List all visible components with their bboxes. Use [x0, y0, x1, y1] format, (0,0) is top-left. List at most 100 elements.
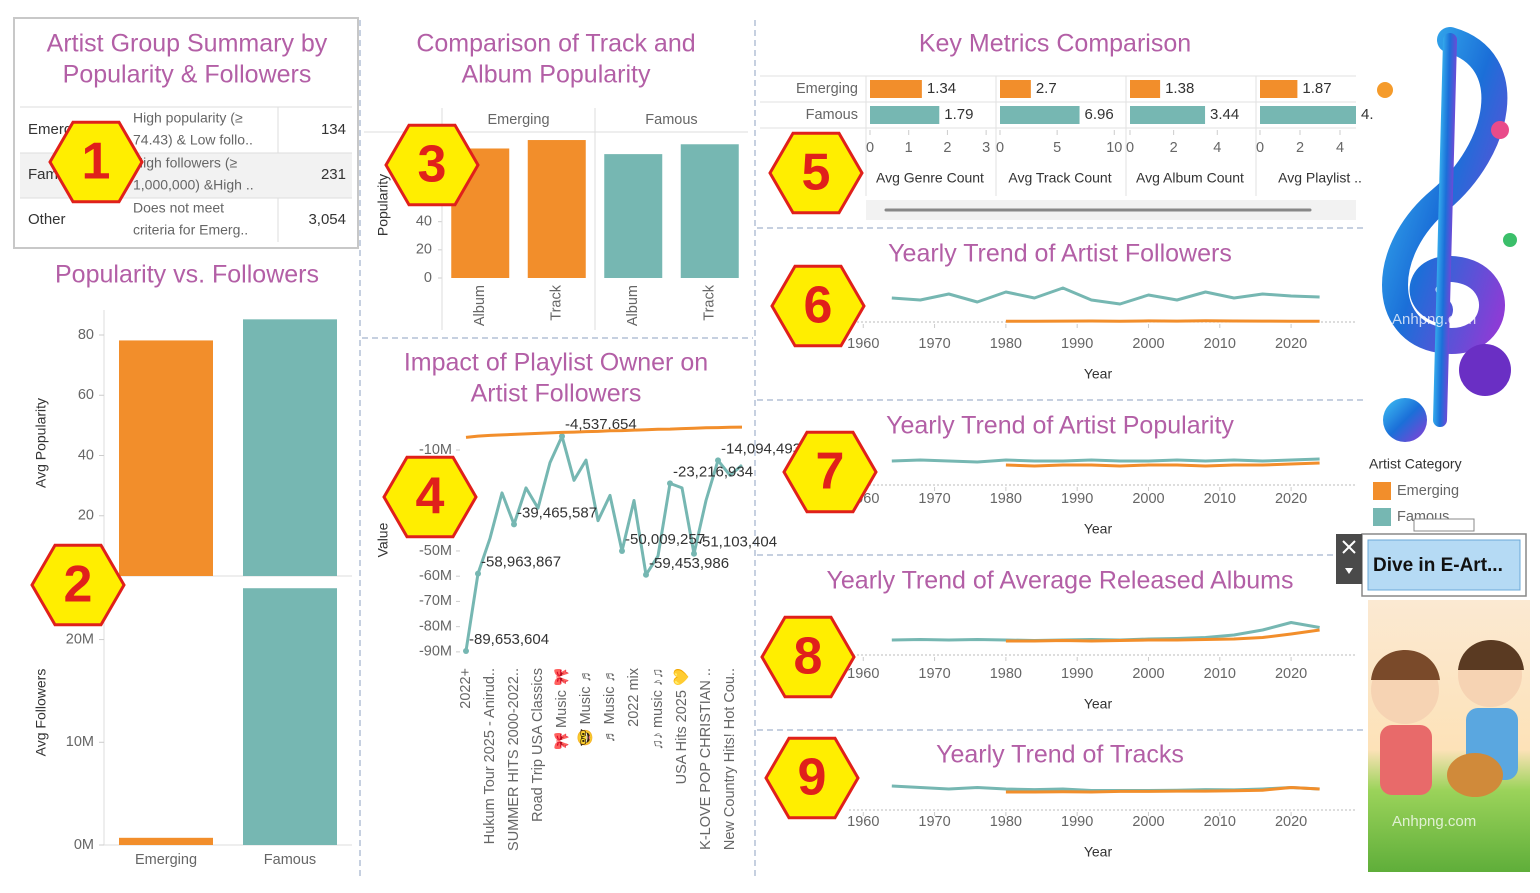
menu-icon[interactable] — [1345, 568, 1353, 574]
x-tick-label: 1970 — [918, 814, 950, 830]
line — [891, 457, 1320, 464]
x-tick-label: 2000 — [1132, 336, 1164, 352]
x-tick-label: 1990 — [1061, 491, 1093, 507]
y-axis-label: Value — [375, 522, 391, 557]
point — [463, 648, 469, 655]
chart-title: Artist Followers — [471, 380, 642, 408]
panel-title: Popularity & Followers — [63, 61, 312, 89]
line — [891, 286, 1320, 306]
kids-image — [1368, 600, 1530, 872]
x-tick-label: 1990 — [1061, 814, 1093, 830]
criteria: Does not meet — [133, 200, 224, 216]
bar — [119, 837, 213, 845]
callout-number: 1 — [82, 133, 111, 191]
y-axis-label: Avg Popularity — [33, 398, 49, 488]
chart-title: Yearly Trend of Artist Popularity — [886, 412, 1234, 440]
chart-title: Yearly Trend of Average Released Albums — [827, 567, 1294, 595]
data-label: 1.38 — [1165, 80, 1194, 97]
close-tab[interactable] — [1336, 534, 1362, 584]
y-tick-label: -80M — [419, 618, 452, 634]
x-tick-label: 1960 — [847, 666, 879, 682]
x-tick-label: 1990 — [1061, 666, 1093, 682]
x-tick-label: 2020 — [1275, 491, 1307, 507]
bar — [1000, 80, 1031, 98]
facet-header: Emerging — [487, 112, 549, 128]
dividers — [359, 20, 1364, 880]
x-tick-label: 2010 — [1204, 666, 1236, 682]
x-tick-label: 0 — [996, 140, 1004, 156]
chart-title: Yearly Trend of Artist Followers — [888, 240, 1232, 268]
point — [643, 571, 649, 578]
x-tick-label: 2022+ — [458, 668, 474, 709]
data-label: -89,653,604 — [469, 631, 549, 648]
x-tick-label: 2000 — [1132, 491, 1164, 507]
x-tick-label: 1980 — [990, 666, 1022, 682]
x-tick-label: New Country Hits! Hot Cou.. — [722, 668, 738, 850]
y-tick-label: -60M — [419, 568, 452, 584]
y-tick-label: -10M — [419, 442, 452, 458]
x-tick-label: 1970 — [918, 336, 950, 352]
callout-badge — [764, 736, 860, 820]
criteria: High followers (≥ — [133, 155, 237, 171]
legend-swatch — [1373, 482, 1391, 500]
bar — [870, 80, 922, 98]
bar — [604, 154, 663, 278]
callout-badge — [768, 131, 864, 215]
bar — [1260, 106, 1356, 124]
bar — [1130, 80, 1161, 98]
chart-title: Yearly Trend of Tracks — [936, 741, 1184, 769]
x-tick-label: 2000 — [1132, 666, 1164, 682]
dive-button[interactable] — [1367, 539, 1521, 591]
criteria: High popularity (≥ — [133, 110, 243, 126]
y-tick-label: 80 — [78, 327, 94, 343]
x-tick-label: 1980 — [990, 336, 1022, 352]
data-label: -14,094,493 — [721, 440, 801, 457]
count: 231 — [321, 166, 346, 183]
bar — [1130, 106, 1206, 124]
axis-title: Avg Playlist .. — [1278, 170, 1362, 186]
chart-title: Key Metrics Comparison — [919, 30, 1191, 58]
x-tick-label: 0 — [866, 140, 874, 156]
criteria: 74.43) & Low follo.. — [133, 132, 253, 148]
chart-title: Impact of Playlist Owner on — [404, 349, 708, 377]
x-tick-label: Hukum Tour 2025 - Anirud.. — [482, 668, 498, 844]
x-axis-label: Year — [1084, 696, 1113, 712]
y-tick-label: 40 — [416, 214, 432, 230]
data-label: -39,465,587 — [517, 504, 597, 521]
x-tick-label: 🤓 Music ♬ — [577, 668, 594, 746]
facet-header: Famous — [645, 112, 697, 128]
callout-badge — [382, 455, 478, 539]
metric-frame — [760, 75, 1356, 196]
point — [715, 457, 721, 464]
axis-title: Avg Genre Count — [876, 170, 984, 186]
close-icon[interactable] — [1342, 540, 1356, 554]
x-tick-label: 10 — [1106, 140, 1122, 156]
x-tick-label: 2020 — [1275, 336, 1307, 352]
line — [1005, 461, 1320, 468]
data-label: -4,537,654 — [565, 416, 637, 433]
x-tick-label: K-LOVE POP CHRISTIAN .. — [698, 668, 714, 850]
y-tick-label: 40 — [78, 447, 94, 463]
panel-title: Artist Group Summary by — [47, 30, 328, 58]
callout-number: 5 — [802, 144, 831, 202]
dive-button-label[interactable]: Dive in E-Art... — [1373, 555, 1503, 576]
y-tick-label: 20 — [78, 508, 94, 524]
x-tick-label: 2000 — [1132, 814, 1164, 830]
x-tick-label: 1980 — [990, 491, 1022, 507]
bar — [680, 144, 739, 278]
data-label: -23,216,934 — [673, 463, 753, 480]
data-label: 3.44 — [1210, 106, 1239, 123]
y-axis-label: Popularity — [375, 174, 391, 236]
callout-badge — [384, 123, 480, 207]
data-label: 6.96 — [1085, 106, 1114, 123]
x-tick-label: Famous — [264, 852, 316, 868]
y-tick-label: 0M — [74, 837, 94, 853]
data-label: 4. — [1361, 106, 1374, 123]
x-tick-label: 0 — [1256, 140, 1264, 156]
drag-handle[interactable] — [1413, 518, 1475, 532]
bar — [527, 140, 586, 278]
callout-number: 4 — [416, 468, 445, 526]
bar — [243, 319, 337, 576]
callout-badge — [48, 120, 144, 204]
